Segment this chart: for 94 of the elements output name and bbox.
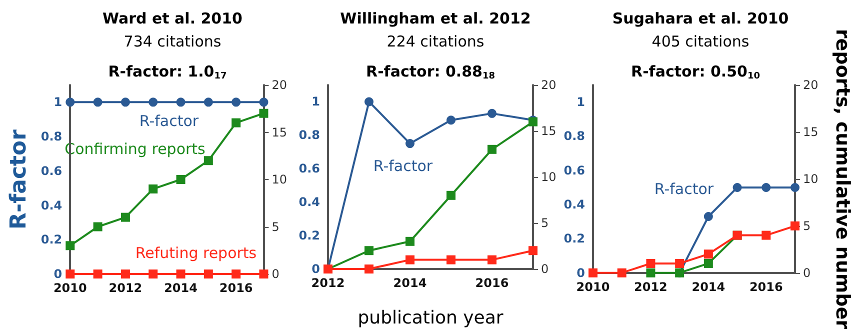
- point: [790, 221, 800, 230]
- x-axis-title: publication year: [358, 308, 504, 328]
- y2-tick-label: 20: [803, 78, 818, 92]
- x-tick-label: 2012: [108, 281, 142, 295]
- chart-title: Ward et al. 2010: [102, 10, 242, 28]
- x-tick-label: 2016: [219, 281, 253, 295]
- y2-tick-label: 20: [541, 78, 556, 92]
- series-label: R-factor: [654, 180, 714, 198]
- y2-tick-label: 10: [541, 170, 556, 184]
- y-tick-label: 0.4: [40, 198, 62, 212]
- point: [204, 156, 213, 166]
- point: [406, 236, 414, 246]
- y-tick-label: 0.2: [298, 228, 320, 243]
- x-tick-label: 2014: [692, 280, 726, 294]
- y-tick-label: 1: [576, 95, 585, 110]
- point: [646, 268, 656, 278]
- point: [762, 230, 771, 240]
- y2-tick-label: 15: [803, 124, 818, 139]
- y-tick-label: 0: [576, 266, 585, 280]
- y-tick-label: 0.6: [40, 164, 62, 178]
- point: [446, 190, 456, 200]
- y-tick-label: 0.8: [564, 129, 585, 144]
- y-tick-label: 0.8: [298, 128, 320, 142]
- point: [66, 270, 75, 278]
- point: [704, 250, 713, 259]
- point: [66, 241, 75, 250]
- series-label: Refuting reports: [135, 244, 257, 262]
- series-label: R-factor: [373, 157, 434, 175]
- series-label: R-factor: [139, 112, 200, 130]
- point: [120, 270, 130, 278]
- point: [488, 108, 496, 118]
- point: [176, 270, 186, 278]
- x-tick-label: 2010: [576, 280, 610, 294]
- point: [120, 212, 130, 222]
- point: [364, 97, 374, 106]
- y-tick-label: 1: [312, 94, 320, 109]
- chart-subtitle: 224 citations: [386, 32, 484, 50]
- point: [646, 258, 656, 268]
- y-tick-label: 0.6: [564, 163, 585, 178]
- chart-title: Sugahara et al. 2010: [612, 10, 789, 28]
- y2-tick-label: 15: [272, 125, 288, 140]
- point: [148, 184, 158, 194]
- point: [204, 270, 213, 278]
- point: [704, 258, 713, 268]
- point: [364, 264, 374, 274]
- point: [232, 118, 241, 128]
- point: [232, 270, 241, 278]
- y-tick-label: 0.2: [564, 232, 585, 246]
- point: [617, 268, 626, 278]
- point: [446, 255, 456, 264]
- point: [488, 255, 496, 264]
- x-tick-label: 2012: [311, 276, 345, 290]
- y2-tick-label: 5: [541, 216, 549, 230]
- y2-tick-label: 10: [272, 172, 288, 186]
- x-tick-label: 2014: [393, 276, 427, 290]
- point: [588, 268, 598, 278]
- x-tick-label: 2010: [53, 281, 87, 295]
- y2-tick-label: 20: [272, 78, 288, 92]
- chart-title: Willingham et al. 2012: [340, 10, 531, 28]
- y-tick-label: 0.4: [564, 198, 585, 212]
- y2-tick-label: 5: [803, 218, 811, 233]
- y2-tick-label: 0: [272, 267, 280, 281]
- y2-tick-label: 5: [272, 220, 280, 234]
- chart-subtitle: 405 citations: [652, 32, 750, 50]
- y-tick-label: 0.8: [40, 130, 62, 144]
- y-tick-label: 0: [312, 262, 320, 276]
- point: [176, 175, 186, 184]
- y-tick-label: 0: [54, 267, 62, 281]
- point: [364, 246, 374, 256]
- point: [528, 246, 538, 256]
- point: [488, 144, 496, 154]
- point: [93, 270, 102, 278]
- point: [148, 270, 158, 278]
- y-tick-label: 0.6: [298, 162, 320, 176]
- y2-tick-label: 0: [803, 266, 811, 280]
- y-tick-label: 1: [54, 95, 62, 110]
- x-tick-label: 2012: [634, 280, 668, 294]
- point: [675, 258, 684, 268]
- point: [93, 222, 102, 232]
- point: [406, 139, 414, 148]
- y2-axis-title: reports, cumulative number: [832, 28, 854, 330]
- y-tick-label: 0.4: [298, 195, 320, 210]
- point: [446, 116, 456, 125]
- point: [259, 108, 268, 118]
- x-tick-label: 2014: [164, 281, 198, 295]
- chart-subtitle: 734 citations: [124, 32, 222, 50]
- y-tick-label: 0.2: [40, 232, 62, 247]
- y2-tick-label: 0: [541, 262, 549, 276]
- y2-tick-label: 15: [541, 124, 556, 138]
- x-tick-label: 2016: [475, 276, 509, 290]
- x-tick-label: 2016: [749, 280, 783, 294]
- y-axis-title: R-factor: [6, 129, 32, 230]
- y2-tick-label: 10: [803, 172, 818, 186]
- point: [406, 255, 414, 264]
